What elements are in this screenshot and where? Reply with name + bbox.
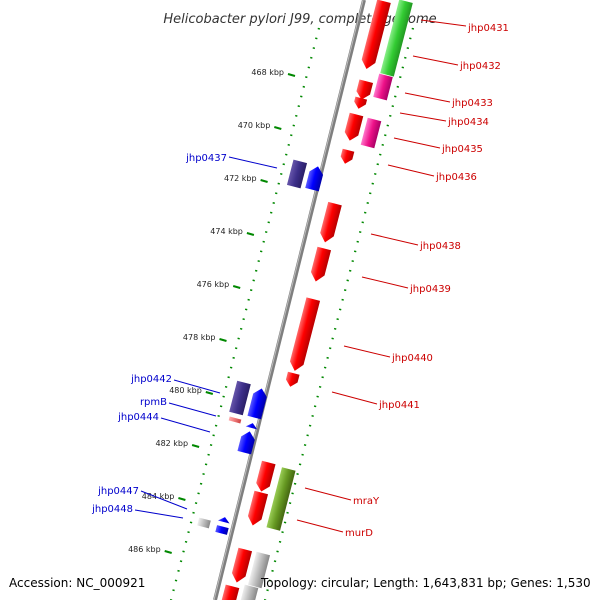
gene-jhp0433[interactable] [353, 96, 368, 111]
tick-mark [191, 444, 200, 448]
tick-label: 484 kbp [142, 492, 175, 501]
label-jhp0440[interactable]: jhp0440 [391, 353, 433, 364]
label-rpmB[interactable]: rpmB [140, 397, 167, 408]
genome-backbone-highlight [213, 0, 364, 600]
gene-jhp0441[interactable] [284, 371, 300, 389]
map-title: Helicobacter pylori J99, complete genome [163, 12, 436, 27]
gene-jhp0444[interactable] [237, 430, 256, 455]
tick-label: 474 kbp [210, 227, 243, 236]
label-jhp0448[interactable]: jhp0448 [91, 504, 133, 515]
gene-jhp0435[interactable] [339, 148, 355, 166]
reverse-strand-genes [197, 159, 325, 535]
gene-jhp0442[interactable] [247, 387, 268, 420]
gene-jhp0447[interactable] [217, 516, 231, 524]
gene-mraY-cog[interactable] [266, 467, 296, 531]
label-jhp0432[interactable]: jhp0432 [459, 61, 501, 72]
tick-mark [164, 550, 172, 554]
gene-jhp0437[interactable] [305, 165, 325, 192]
tick-label: 468 kbp [251, 68, 284, 77]
tick-label: 482 kbp [155, 439, 188, 448]
gene-jhp0440[interactable] [288, 297, 321, 372]
tick-label: 478 kbp [183, 333, 216, 342]
label-jhp0437[interactable]: jhp0437 [185, 153, 227, 164]
tick-mark [246, 232, 255, 236]
tick-mark [232, 285, 241, 289]
label-jhp0441[interactable]: jhp0441 [378, 400, 420, 411]
reverse-labels: jhp0437 jhp0442 rpmB jhp0444 jhp0447 jhp… [91, 153, 278, 519]
forward-labels: jhp0431 jhp0432 jhp0433 jhp0434 jhp0435 … [296, 19, 509, 539]
tick-mark [287, 73, 296, 77]
tick-label: 480 kbp [169, 386, 202, 395]
label-mraY[interactable]: mraY [353, 496, 380, 507]
gene-jhp0439[interactable] [309, 246, 332, 283]
outer-ruler [169, 27, 321, 600]
gene-jhp0447-cog[interactable] [197, 517, 211, 529]
kbp-ruler: 468 kbp 470 kbp 472 kbp 474 kbp 476 kbp 478 k… [128, 68, 296, 554]
label-jhp0436[interactable]: jhp0436 [435, 172, 477, 183]
label-jhp0433[interactable]: jhp0433 [451, 98, 493, 109]
tick-mark [219, 338, 227, 342]
gene-jhp0431-cog[interactable] [380, 0, 413, 77]
tick-label: 472 kbp [224, 174, 257, 183]
gene-jhp0431[interactable] [360, 0, 391, 71]
forward-strand-genes [220, 0, 413, 600]
gene-unnamed-1[interactable] [230, 547, 253, 584]
gene-jhp0444-small[interactable] [245, 422, 259, 430]
gene-jhp0448[interactable] [215, 525, 229, 535]
accession-label: Accession: NC_000921 [9, 576, 146, 590]
genome-stats: Topology: circular; Length: 1,643,831 bp… [261, 576, 591, 590]
tick-mark [260, 179, 268, 183]
label-jhp0431[interactable]: jhp0431 [467, 23, 509, 34]
gene-unnamed-1-cog[interactable] [247, 551, 271, 589]
gene-rpmB[interactable] [228, 416, 242, 424]
label-jhp0439[interactable]: jhp0439 [409, 284, 451, 295]
tick-label: 470 kbp [238, 121, 271, 130]
label-jhp0447[interactable]: jhp0447 [97, 486, 139, 497]
gene-jhp0432[interactable] [355, 79, 374, 102]
gene-jhp0437-cog[interactable] [286, 159, 308, 189]
tick-mark [205, 391, 214, 395]
gene-unnamed-2[interactable] [220, 584, 240, 600]
gene-jhp0434-cog[interactable] [360, 117, 382, 149]
gene-unnamed-2-cog[interactable] [239, 584, 259, 600]
gene-jhp0442-cog[interactable] [229, 380, 251, 416]
gene-jhp0438[interactable] [318, 201, 342, 244]
gene-mraY[interactable] [254, 460, 276, 494]
tick-label: 476 kbp [197, 280, 230, 289]
label-murD[interactable]: murD [345, 528, 373, 539]
label-jhp0434[interactable]: jhp0434 [447, 117, 489, 128]
label-jhp0435[interactable]: jhp0435 [441, 144, 483, 155]
tick-mark [274, 126, 282, 130]
tick-label: 486 kbp [128, 545, 161, 554]
tick-mark [178, 497, 186, 501]
label-jhp0438[interactable]: jhp0438 [419, 241, 461, 252]
label-jhp0442[interactable]: jhp0442 [130, 374, 172, 385]
label-jhp0444[interactable]: jhp0444 [117, 412, 159, 423]
gene-jhp0434[interactable] [343, 112, 364, 143]
gene-jhp0432-cog[interactable] [373, 73, 393, 101]
genome-backbone [213, 0, 366, 600]
gene-murD[interactable] [246, 490, 269, 527]
